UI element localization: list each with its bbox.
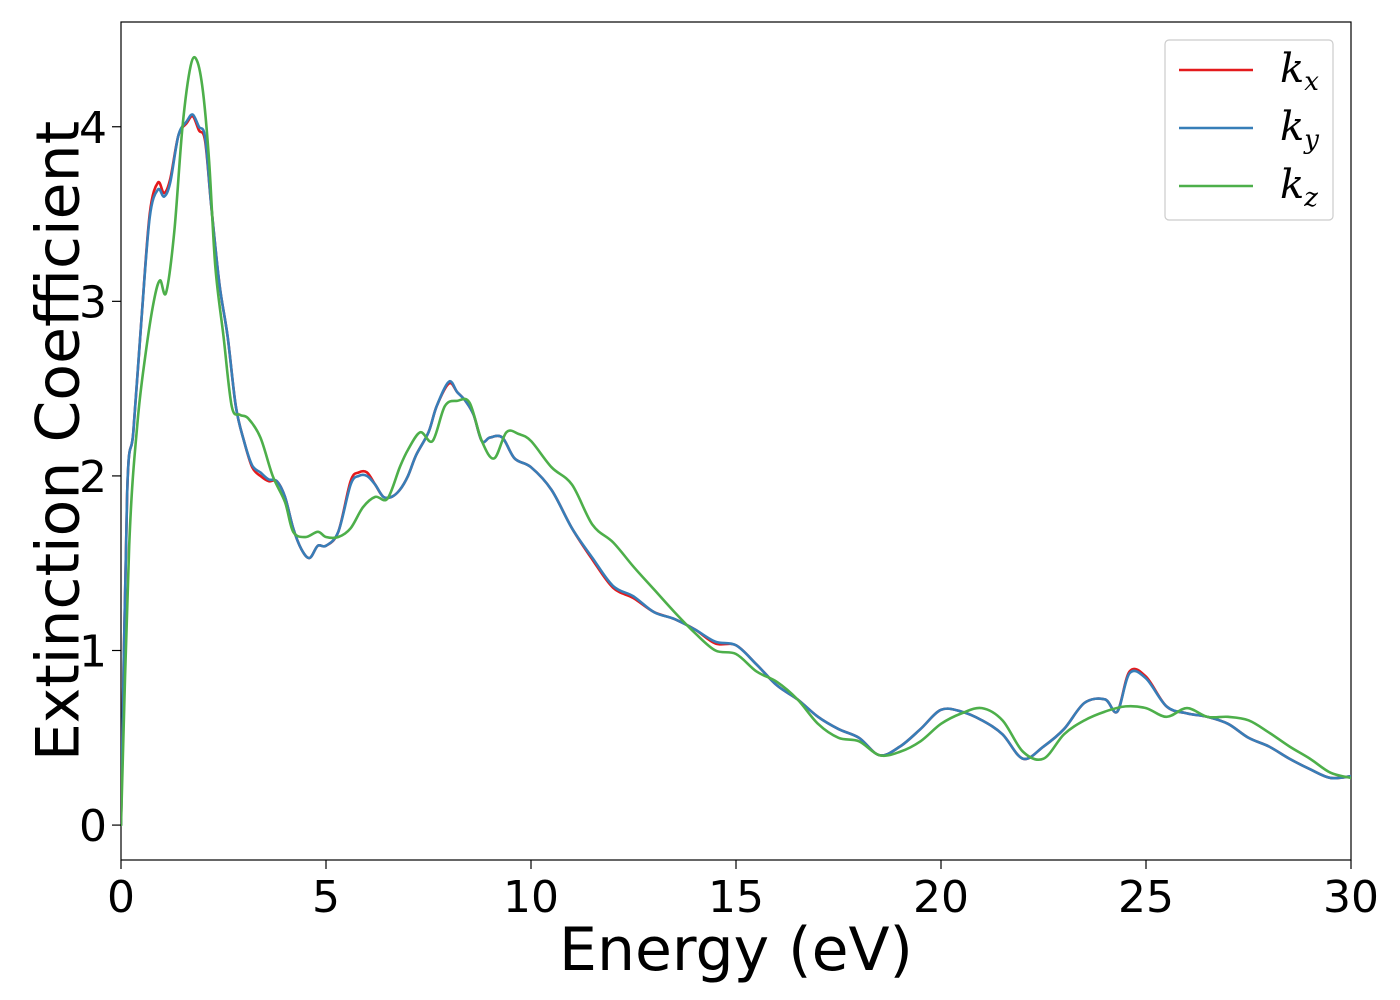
x-axis-ticks: 0 5 10 15 20 25 30 <box>107 860 1379 923</box>
legend-label-subscript: y <box>1303 125 1319 155</box>
legend-label-x: kx <box>1280 46 1319 97</box>
series-line-x <box>121 114 1351 827</box>
legend-label-subscript: z <box>1303 183 1318 213</box>
x-tick-label: 15 <box>708 872 764 923</box>
x-tick-label: 0 <box>107 872 135 923</box>
plot-area: 0 5 10 15 20 25 30 0 1 2 3 4 <box>79 21 1379 923</box>
series-layer <box>121 55 1351 827</box>
series-line-y <box>121 113 1351 827</box>
y-tick-label: 4 <box>79 103 107 154</box>
legend-box <box>1164 39 1334 221</box>
y-axis-label: Extinction Coefficient <box>24 121 94 761</box>
series-line-z <box>121 55 1351 827</box>
x-tick-label: 25 <box>1118 872 1174 923</box>
x-tick-label: 20 <box>913 872 969 923</box>
y-tick-label: 1 <box>79 627 107 678</box>
x-axis-label: Energy (eV) <box>559 915 913 985</box>
legend-label-y: ky <box>1280 104 1319 155</box>
x-tick-label: 10 <box>503 872 559 923</box>
legend-label-base: k <box>1280 162 1304 208</box>
legend-label-subscript: x <box>1304 67 1319 97</box>
x-tick-label: 5 <box>312 872 340 923</box>
legend-label-base: k <box>1280 104 1304 150</box>
y-tick-label: 3 <box>79 277 107 328</box>
x-tick-label: 30 <box>1323 872 1379 923</box>
y-tick-label: 0 <box>79 801 107 852</box>
y-axis-ticks: 0 1 2 3 4 <box>79 103 121 852</box>
legend-label-z: kz <box>1280 162 1318 213</box>
y-tick-label: 2 <box>79 452 107 503</box>
legend-label-base: k <box>1280 46 1304 92</box>
